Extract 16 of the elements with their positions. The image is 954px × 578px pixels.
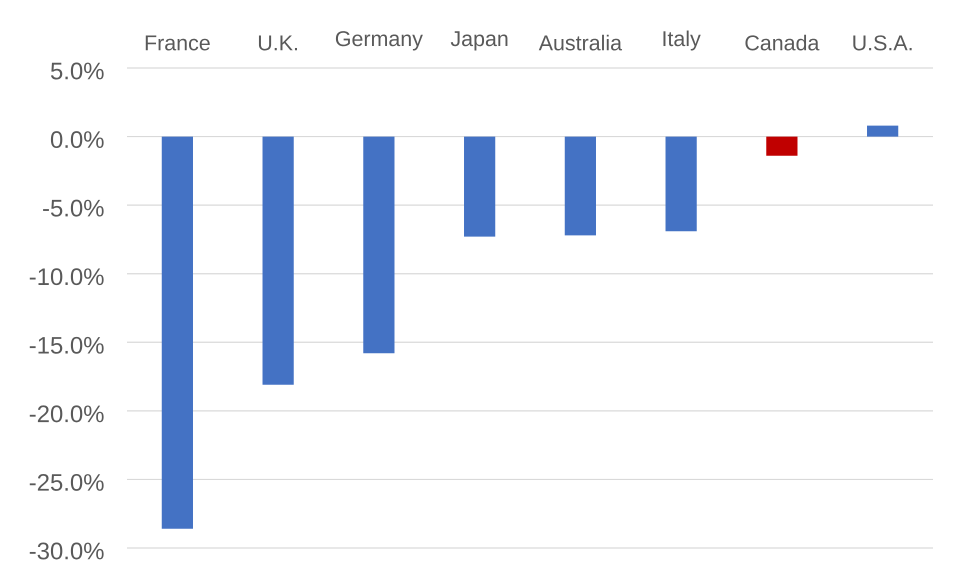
x-tick-label: Germany — [336, 31, 423, 50]
y-tick-label: -10.0% — [30, 268, 104, 286]
x-tick-label: Japan — [450, 31, 508, 50]
y-tick-label: -20.0% — [30, 405, 104, 422]
x-tick-label: France — [146, 36, 210, 50]
y-tick-label: -30.0% — [30, 542, 104, 560]
y-tick-label: -25.0% — [30, 474, 104, 491]
x-tick-label: Italy — [663, 30, 701, 50]
y-tick-label: 5.0% — [50, 62, 104, 80]
x-tick-label: U.K. — [258, 36, 298, 50]
x-tick-label: Canada — [745, 34, 820, 50]
y-tick-label: 0.0% — [50, 131, 104, 148]
x-tick-label: U.S.A. — [853, 35, 912, 50]
y-tick-label: -15.0% — [30, 336, 104, 354]
x-tick-label: Australia — [538, 34, 622, 50]
y-tick-label: -5.0% — [43, 200, 104, 217]
